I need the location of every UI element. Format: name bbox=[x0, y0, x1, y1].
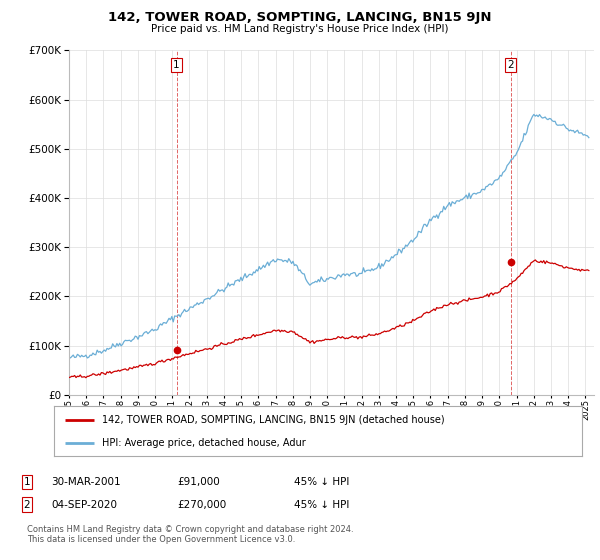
Text: 45% ↓ HPI: 45% ↓ HPI bbox=[294, 477, 349, 487]
Text: 45% ↓ HPI: 45% ↓ HPI bbox=[294, 500, 349, 510]
Text: 30-MAR-2001: 30-MAR-2001 bbox=[51, 477, 121, 487]
Text: 142, TOWER ROAD, SOMPTING, LANCING, BN15 9JN: 142, TOWER ROAD, SOMPTING, LANCING, BN15… bbox=[108, 11, 492, 24]
Text: Contains HM Land Registry data © Crown copyright and database right 2024.
This d: Contains HM Land Registry data © Crown c… bbox=[27, 525, 353, 544]
Text: 2: 2 bbox=[23, 500, 31, 510]
Text: £91,000: £91,000 bbox=[177, 477, 220, 487]
Text: 2: 2 bbox=[508, 60, 514, 70]
Text: 1: 1 bbox=[173, 60, 180, 70]
Text: HPI: Average price, detached house, Adur: HPI: Average price, detached house, Adur bbox=[101, 438, 305, 448]
Text: 04-SEP-2020: 04-SEP-2020 bbox=[51, 500, 117, 510]
Text: Price paid vs. HM Land Registry's House Price Index (HPI): Price paid vs. HM Land Registry's House … bbox=[151, 24, 449, 34]
Text: £270,000: £270,000 bbox=[177, 500, 226, 510]
Text: 142, TOWER ROAD, SOMPTING, LANCING, BN15 9JN (detached house): 142, TOWER ROAD, SOMPTING, LANCING, BN15… bbox=[101, 414, 444, 424]
Text: 1: 1 bbox=[23, 477, 31, 487]
